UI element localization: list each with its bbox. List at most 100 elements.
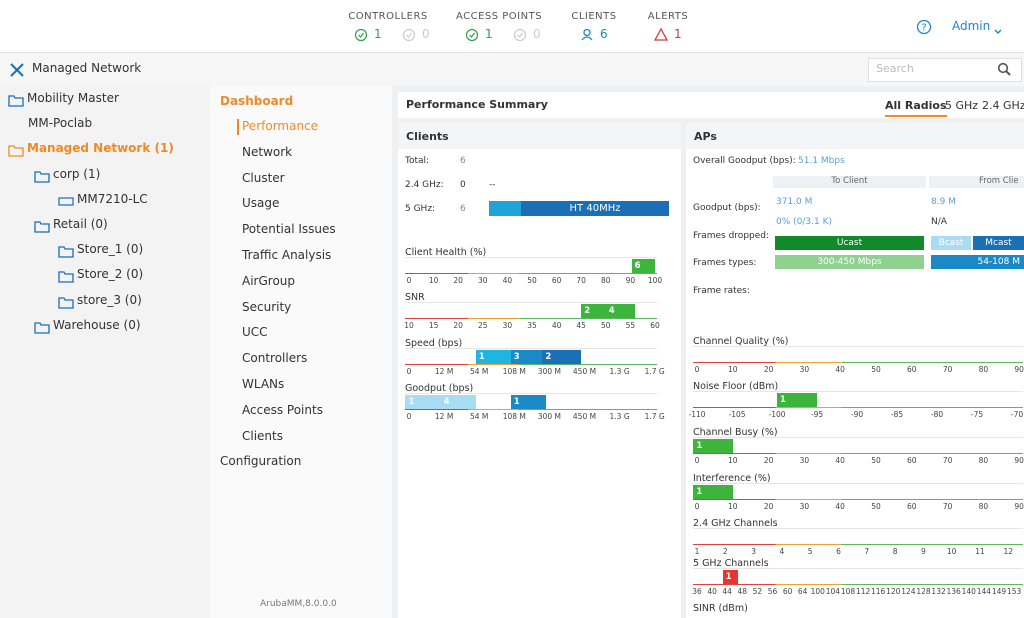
tick-label: -85 [890,410,904,419]
tick-label: 80 [978,502,989,511]
search-box[interactable] [868,58,1022,82]
tick-label: 136 [946,587,961,596]
nav-item[interactable]: AirGroup [242,273,296,288]
strip-title: Speed (bps) [405,338,463,349]
strip-title: Channel Quality (%) [693,336,789,347]
stat-value: 0 [533,27,541,41]
tick-label: -100 [768,410,786,419]
strip-axis [693,453,1023,454]
tick-label: 20 [453,276,463,285]
stat-icon-svg [354,28,368,42]
strip-top-line [693,346,1023,347]
tree-item[interactable]: Store_1 (0) [77,242,144,257]
tick-label: 70 [942,365,953,374]
tick-label: 80 [978,365,989,374]
tick-label: 100 [810,587,825,596]
tick-label: 50 [601,321,611,330]
strip-bar: 4 [605,304,636,318]
strip-top-line [693,483,1023,484]
version: ArubaMM,8.0.0.0 [260,599,337,609]
aps-title: APs [694,130,717,143]
folder-icon-svg [34,322,50,334]
tab[interactable]: 2.4 GHz [982,99,1024,112]
help-icon: ? [916,19,932,35]
row-label: 2.4 GHz: [405,180,444,190]
tree-item[interactable]: Managed Network (1) [27,141,174,156]
stat-icon-svg [653,27,669,41]
tick-label: 149 [991,587,1007,596]
nav-panel [210,86,393,618]
stat-icon-svg [581,28,593,41]
stat-icon-svg [402,28,416,42]
device-icon-svg [58,197,74,206]
user-caret-svg [994,29,1002,34]
row-label: Total: [405,156,430,166]
tree-item[interactable]: store_3 (0) [77,292,142,307]
tab[interactable]: All Radios [885,99,947,117]
search-placeholder[interactable]: Search [876,62,914,75]
tick-label: 1.7 G [644,412,665,421]
strip-axis [693,362,1023,363]
tick-label: 11 [975,547,985,556]
tree-item[interactable]: Warehouse (0) [53,317,141,332]
tick-label: 40 [551,321,562,330]
nav-item[interactable]: Usage [242,196,280,211]
tick-label: 0 [694,365,700,374]
strip-top-line [693,528,1023,529]
nav-item[interactable]: Controllers [242,351,308,366]
tick-label: 30 [478,276,488,285]
tick-label: -80 [930,410,944,419]
tick-label: 30 [799,365,810,374]
row-extra: -- [489,180,496,190]
sidebar [0,86,210,618]
nav-item[interactable]: Potential Issues [242,222,336,237]
tick-label: 40 [707,587,717,596]
tick-label: 90 [1014,456,1024,465]
strip-top-line [405,257,657,258]
stat-icon [402,27,418,42]
col-head: From Clie [929,176,1024,188]
tick-label: 60 [782,587,793,596]
nav-item[interactable]: Network [242,144,293,159]
strip-top-line [693,437,1023,438]
nav-item[interactable]: Clients [242,428,283,443]
tick-label: 10 [428,276,439,285]
tree-item[interactable]: corp (1) [53,166,101,181]
tick-label: 10 [728,456,738,465]
strip-bar: 1 [722,570,738,584]
nav-item[interactable]: Traffic Analysis [242,248,332,262]
strip-axis [693,544,1023,545]
strip-bar: 2 [581,304,606,318]
fr-label: Frame rates: [693,286,750,296]
nav-item[interactable]: Access Points [242,402,323,417]
nav-item[interactable]: WLANs [242,377,285,391]
tab[interactable]: 5 GHz [945,99,979,112]
strip-top-line [405,302,657,303]
tick-label: 36 [692,587,702,596]
tree-item[interactable]: MM7210-LC [77,191,148,206]
tree-item[interactable]: Mobility Master [27,91,119,105]
tick-label: 4 [779,547,785,556]
tick-label: 0 [406,412,412,421]
tree-item[interactable]: Retail (0) [53,217,108,231]
nav-item[interactable]: Security [242,299,292,314]
nav-footer[interactable]: Configuration [220,454,302,468]
tick-label: 108 M [502,412,526,421]
gp-label: Goodput (bps): [693,203,761,213]
tick-label: -105 [728,410,746,419]
nav-item[interactable]: Performance [242,119,319,133]
tree-item[interactable]: MM-Poclab [28,116,93,131]
close-icon-svg [10,63,24,77]
nav-item[interactable]: Cluster [242,170,285,185]
tick-label: 9 [921,547,926,556]
user-menu[interactable]: Admin [952,19,991,33]
row-value: 6 [460,204,466,214]
folder-icon [8,142,24,158]
nav-item[interactable]: UCC [242,325,268,340]
tick-label: 450 M [572,412,597,421]
tree-item[interactable]: Store_2 (0) [77,267,144,282]
nav-title[interactable]: Dashboard [220,94,294,108]
ft-bar: 300-450 Mbps [775,255,924,269]
strip-axis [693,584,1023,585]
